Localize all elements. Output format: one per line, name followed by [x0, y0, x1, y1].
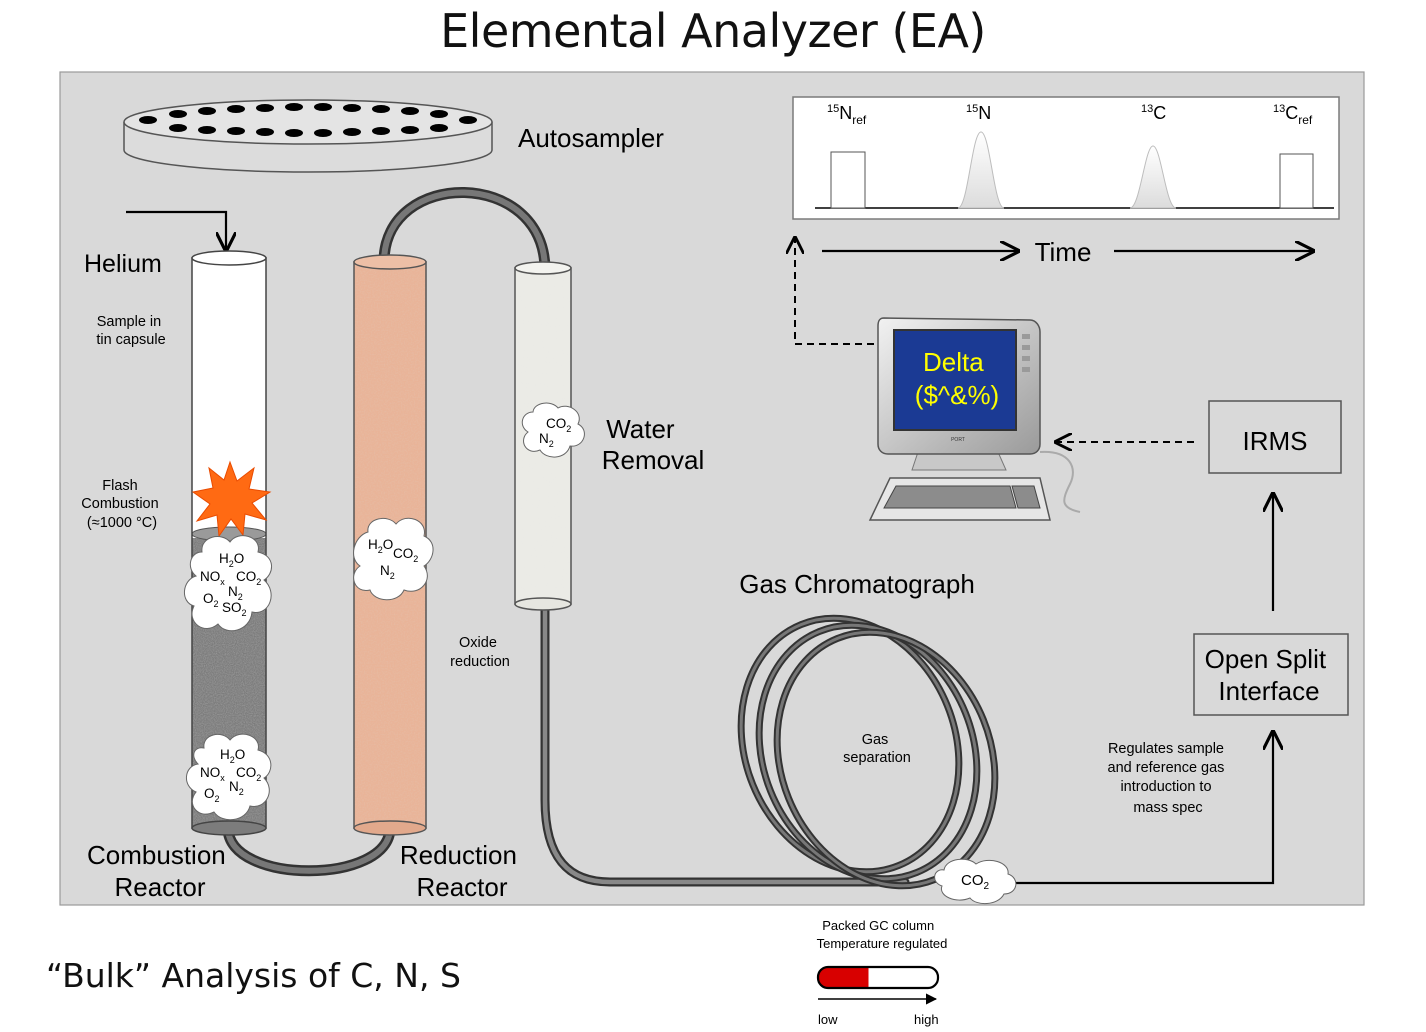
- svg-text:N2: N2: [380, 563, 395, 581]
- helium-label: Helium: [84, 250, 162, 278]
- footer-caption: “Bulk” Analysis of C, N, S: [46, 956, 461, 995]
- peak-label-13c-ref: 13Cref: [1273, 103, 1313, 127]
- peak-13c: [1129, 145, 1177, 209]
- computer-screen: [893, 329, 1017, 431]
- peak-13c-ref: [1279, 153, 1314, 209]
- flash-combustion-label: Flash Combustion (≈1000 °C): [81, 478, 162, 531]
- svg-text:CO2: CO2: [236, 569, 261, 587]
- svg-text:NOx: NOx: [200, 765, 225, 783]
- monitor-brand: PORT: [951, 437, 965, 443]
- data-link-dashed-arrow: [795, 238, 874, 345]
- svg-text:CO2: CO2: [546, 416, 571, 434]
- gc-legend-title: Packed GC column Temperature regulated: [817, 918, 948, 951]
- svg-text:CO2: CO2: [961, 872, 990, 892]
- svg-text:H2O: H2O: [219, 551, 244, 569]
- svg-text:O2: O2: [204, 786, 220, 804]
- gas-cloud-output-co2: CO2: [934, 858, 1017, 904]
- page-title: Elemental Analyzer (EA): [440, 4, 986, 58]
- svg-text:O2: O2: [203, 591, 219, 609]
- svg-text:N2: N2: [228, 584, 243, 602]
- time-label: Time: [1035, 237, 1092, 267]
- svg-text:H2O: H2O: [368, 537, 393, 555]
- combustion-reactor-label: Combustion Reactor: [87, 840, 233, 902]
- peak-label-13c: 13C: [1141, 103, 1166, 123]
- gas-chromatograph-label: Gas Chromatograph: [739, 569, 975, 599]
- open-split-box: [1193, 633, 1349, 716]
- svg-text:NOx: NOx: [200, 569, 225, 587]
- chromatogram-panel: [792, 96, 1340, 220]
- svg-text:CO2: CO2: [393, 546, 418, 564]
- gc-column-coil: [737, 614, 999, 890]
- water-removal-label: Water Removal: [602, 414, 705, 475]
- peak-label-15n: 15N: [966, 103, 991, 123]
- regulates-note: Regulates sample and reference gas intro…: [1108, 741, 1229, 816]
- svg-text:N2: N2: [539, 431, 554, 449]
- svg-text:H2O: H2O: [220, 747, 245, 765]
- gas-cloud-reduction: H2O CO2 N2: [353, 517, 434, 601]
- autosampler-sample-holes: [139, 103, 477, 137]
- gas-cloud-water-removal: CO2 N2: [521, 402, 585, 458]
- peak-label-15n-ref: 15Nref: [827, 103, 867, 127]
- flash-combustion-icon: [191, 460, 272, 538]
- peak-15n: [957, 131, 1005, 209]
- gc-legend-low: low: [818, 1012, 838, 1027]
- autosampler-tray: [123, 99, 493, 173]
- tubing: [222, 187, 910, 887]
- svg-text:N2: N2: [229, 779, 244, 797]
- gc-legend-high: high: [914, 1012, 939, 1027]
- gas-cloud-combustion-lower: H2O NOx CO2 N2 O2: [186, 733, 272, 821]
- reduction-reactor-label: Reduction Reactor: [400, 840, 524, 902]
- irms-label: IRMS: [1243, 426, 1308, 456]
- computer-icon: PORT: [868, 317, 1081, 521]
- oxide-reduction-label: Oxide reduction: [450, 635, 510, 670]
- peak-15n-ref: [830, 151, 866, 209]
- helium-arrow: [126, 210, 226, 250]
- svg-text:SO2: SO2: [222, 600, 247, 618]
- gas-separation-label: Gas separation: [843, 732, 911, 766]
- gc-temperature-bar: [816, 965, 940, 990]
- svg-text:CO2: CO2: [236, 765, 261, 783]
- computer-screen-text: Delta ($^&%): [915, 347, 999, 410]
- autosampler-label: Autosampler: [518, 123, 664, 153]
- sample-in-tin-capsule-label: Sample in tin capsule: [96, 314, 165, 348]
- output-line: [1010, 732, 1273, 885]
- irms-box: [1208, 400, 1342, 474]
- gas-cloud-combustion-upper: H2O NOx CO2 N2 O2 SO2: [184, 535, 272, 632]
- open-split-label: Open Split Interface: [1205, 644, 1334, 706]
